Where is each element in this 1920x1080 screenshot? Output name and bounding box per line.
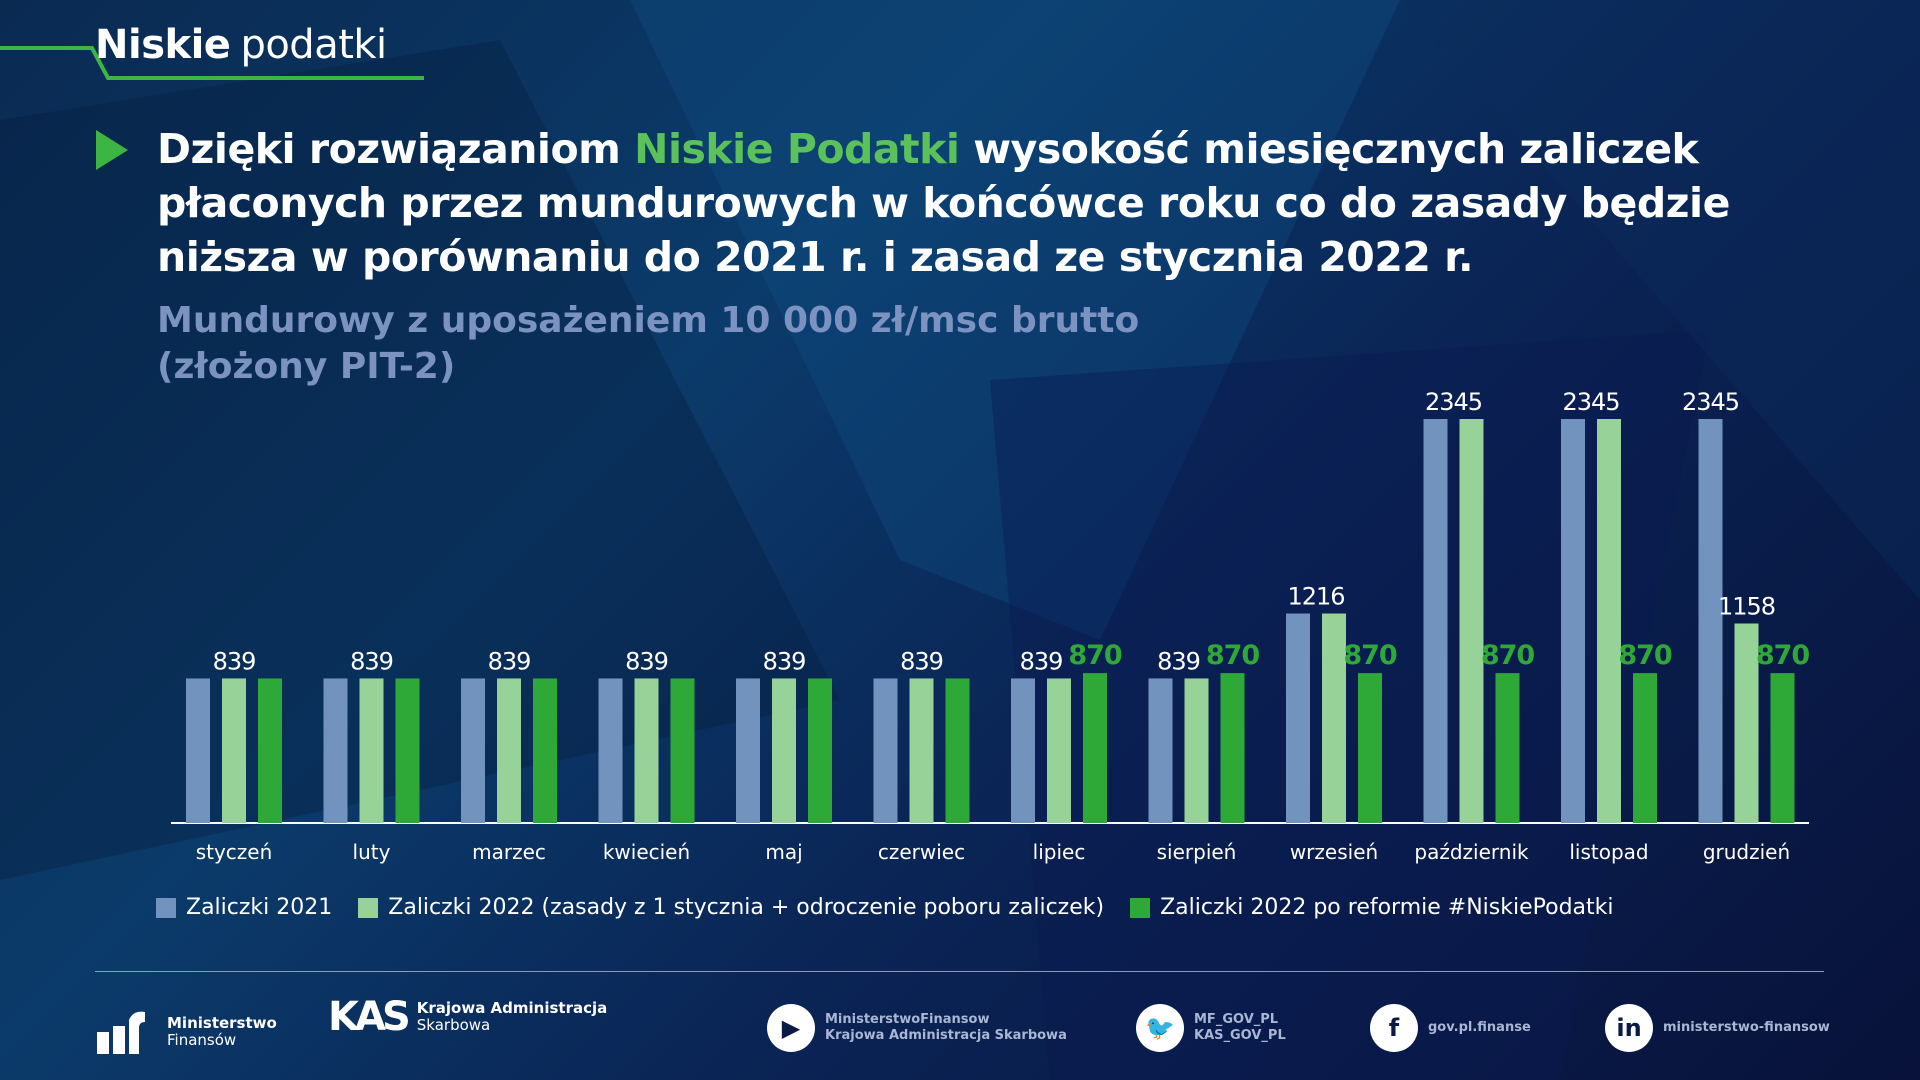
bar-1-8	[1148, 678, 1173, 823]
headline: Dzięki rozwiązaniom Niskie Podatki wysok…	[157, 125, 1730, 281]
bar-2-7	[1047, 678, 1071, 823]
data-label: 839	[625, 647, 668, 675]
bar-3-10	[1495, 673, 1520, 823]
bar-1-9	[1286, 613, 1310, 823]
bar-3-8	[1220, 673, 1245, 823]
x-tick-label: czerwiec	[878, 840, 965, 864]
brand-underline	[0, 46, 424, 80]
kas-logo: KAS Krajowa Administracja Skarbowa	[328, 994, 608, 1040]
linkedin-link[interactable]: in ministerstwo-finansow	[1605, 1004, 1830, 1052]
bar-2-5	[772, 678, 796, 823]
play-triangle-icon	[96, 130, 128, 170]
bar-1-11	[1561, 419, 1585, 823]
divider	[95, 971, 1824, 972]
twitter-link[interactable]: 🐦 MF_GOV_PL KAS_GOV_PL	[1136, 1004, 1286, 1052]
bar-1-1	[186, 678, 210, 823]
data-label: 2345	[1562, 388, 1619, 416]
data-label: 870	[1343, 640, 1397, 671]
bar-2-9	[1322, 613, 1346, 823]
bar-2-3	[497, 678, 521, 823]
x-tick-label: marzec	[472, 840, 546, 864]
kas-logo-icon: KAS	[328, 994, 411, 1040]
data-label: 839	[900, 647, 943, 675]
bar-1-5	[736, 678, 760, 823]
bar-3-1	[258, 678, 282, 823]
x-tick-label: kwiecień	[603, 840, 690, 864]
legend-item-2022: Zaliczki 2022 (zasady z 1 stycznia + odr…	[358, 895, 1104, 920]
x-tick-label: listopad	[1569, 840, 1648, 864]
twitter-icon: 🐦	[1136, 1004, 1184, 1052]
x-tick-label: październik	[1414, 840, 1529, 864]
bar-3-4	[670, 678, 695, 823]
legend: Zaliczki 2021 Zaliczki 2022 (zasady z 1 …	[156, 895, 1614, 920]
bar-2-10	[1459, 419, 1484, 823]
mf-logo-icon	[97, 1011, 145, 1054]
bar-1-2	[323, 678, 348, 823]
x-tick-label: grudzień	[1703, 840, 1790, 864]
data-label: 1216	[1287, 583, 1344, 611]
x-tick-label: sierpień	[1157, 840, 1237, 864]
bar-3-3	[533, 678, 557, 823]
data-label: 839	[213, 647, 256, 675]
data-label: 2345	[1425, 388, 1482, 416]
bar-2-2	[359, 678, 384, 823]
x-tick-label: styczeń	[196, 840, 273, 864]
bar-3-6	[945, 678, 970, 823]
data-label: 839	[1157, 647, 1200, 675]
data-label: 2345	[1682, 388, 1739, 416]
youtube-link[interactable]: ▶ MinisterstwoFinansow Krajowa Administra…	[767, 1004, 1067, 1052]
bar-2-6	[909, 678, 934, 823]
youtube-icon: ▶	[767, 1004, 815, 1052]
linkedin-icon: in	[1605, 1004, 1653, 1052]
bar-1-12	[1698, 419, 1723, 823]
data-label: 870	[1756, 640, 1810, 671]
legend-item-2021: Zaliczki 2021	[156, 895, 332, 920]
data-label: 839	[350, 647, 393, 675]
facebook-link[interactable]: f gov.pl.finanse	[1370, 1004, 1531, 1052]
x-tick-label: luty	[353, 840, 391, 864]
x-tick-label: maj	[765, 840, 802, 864]
data-label: 870	[1481, 640, 1535, 671]
bar-2-4	[634, 678, 659, 823]
bar-2-8	[1184, 678, 1209, 823]
bar-3-5	[808, 678, 832, 823]
bar-3-7	[1083, 673, 1107, 823]
bar-2-1	[222, 678, 246, 823]
x-tick-label: wrzesień	[1290, 840, 1378, 864]
facebook-icon: f	[1370, 1004, 1418, 1052]
bar-2-12	[1734, 623, 1759, 823]
data-label: 839	[763, 647, 806, 675]
data-label: 839	[1020, 647, 1063, 675]
bar-1-3	[461, 678, 485, 823]
bar-chart: styczeń 839 luty 839 marzec 839 kwiecień 839 maj…	[186, 388, 1811, 864]
x-tick-label: lipiec	[1033, 840, 1086, 864]
data-label: 870	[1206, 640, 1260, 671]
data-label: 839	[488, 647, 531, 675]
bar-1-10	[1423, 419, 1448, 823]
bar-3-2	[395, 678, 420, 823]
bar-1-6	[873, 678, 898, 823]
legend-item-reform: Zaliczki 2022 po reformie #NiskiePodatki	[1130, 895, 1614, 920]
bar-1-4	[598, 678, 623, 823]
data-label: 1158	[1718, 592, 1775, 620]
subtitle: Mundurowy z uposażeniem 10 000 zł/msc br…	[157, 300, 1140, 387]
bar-2-11	[1597, 419, 1621, 823]
bar-3-11	[1633, 673, 1657, 823]
bar-3-9	[1358, 673, 1382, 823]
data-label: 870	[1618, 640, 1672, 671]
mf-logo: Ministerstwo Finansów	[95, 1008, 277, 1056]
brand-logo: Niskie podatki	[95, 22, 387, 68]
bar-1-7	[1011, 678, 1035, 823]
bar-3-12	[1770, 673, 1795, 823]
footer: Ministerstwo Finansów KAS Krajowa Adminis…	[0, 994, 1920, 1060]
data-label: 870	[1068, 640, 1122, 671]
